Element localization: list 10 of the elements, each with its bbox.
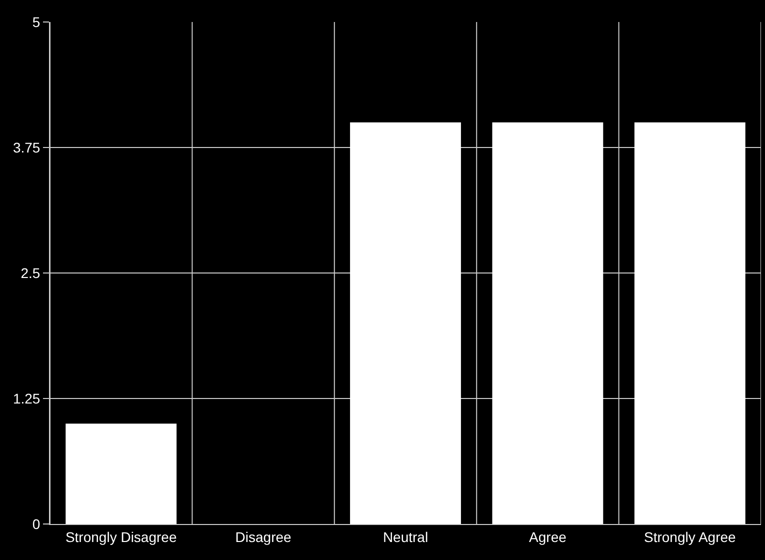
y-tick-label: 1.25 bbox=[12, 390, 40, 406]
y-tick-label: 0 bbox=[32, 516, 40, 532]
y-tick-label: 5 bbox=[32, 14, 40, 30]
y-tick-label: 3.75 bbox=[12, 139, 40, 156]
x-tick-label: Agree bbox=[529, 528, 567, 545]
x-tick-label: Disagree bbox=[235, 528, 292, 545]
y-tick-label: 2.5 bbox=[20, 264, 40, 281]
x-tick-label: Strongly Disagree bbox=[65, 528, 177, 545]
x-tick-label: Neutral bbox=[382, 528, 428, 545]
x-tick-label: Strongly Agree bbox=[644, 528, 736, 545]
